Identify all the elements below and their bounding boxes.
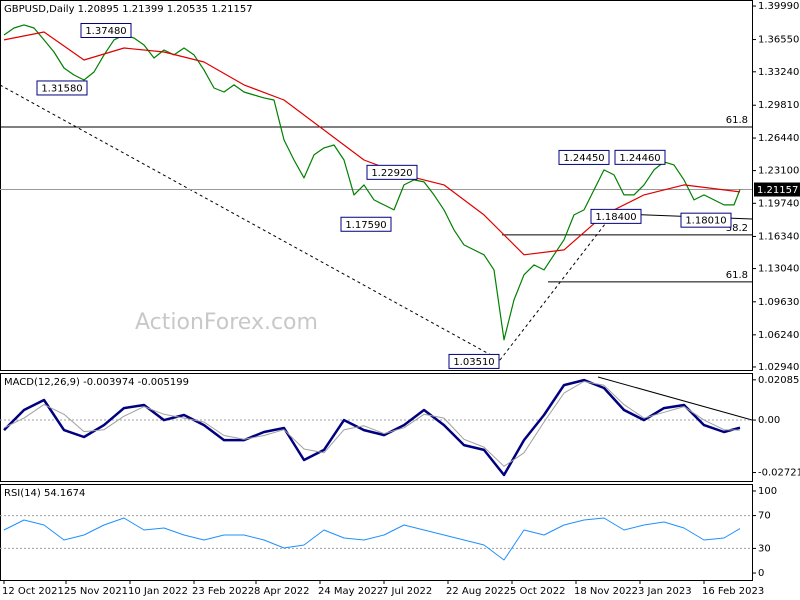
y-tick-label: 1.23100 [758,166,799,177]
y-tick-label: 1.39990 [758,1,799,12]
panel-title: GBPUSD,Daily 1.20895 1.21399 1.20535 1.2… [4,4,253,15]
y-tick-label: 0.020858 [758,375,800,386]
annotation-label: 1.24460 [619,153,660,164]
fib-label: 61.8 [726,115,748,126]
annotation-box [36,80,88,96]
annotation-label: 1.18400 [595,212,636,223]
x-tick-label: 10 Jan 2022 [128,586,188,597]
x-tick-label: 3 Jan 2023 [638,586,692,597]
y-tick-label: 1.36550 [758,35,799,46]
y-tick-label: 70 [758,511,771,522]
y-tick-label: 0 [758,568,764,579]
y-tick-label: -0.027213 [758,468,800,479]
annotation-label: 1.24450 [563,153,604,164]
panel-title: MACD(12,26,9) -0.003974 -0.005199 [4,377,189,388]
y-tick-label: 1.09630 [758,297,799,308]
y-tick-label: 1.29810 [758,100,799,111]
x-tick-label: 12 Oct 2021 [2,586,64,597]
y-tick-label: 1.16340 [758,231,799,242]
x-tick-label: 18 Nov 2022 [574,586,638,597]
y-tick-label: 1.02940 [758,362,799,373]
annotation-box [680,212,732,228]
x-tick-label: 24 May 2022 [318,586,383,597]
annotation-label: 1.22920 [371,168,412,179]
fib-label: 61.8 [726,270,748,281]
x-tick-label: 23 Feb 2022 [192,586,254,597]
trend-line [0,84,501,361]
y-tick-label: 1.06240 [758,330,799,341]
y-tick-label: 1.26440 [758,133,799,144]
x-tick-label: 22 Aug 2022 [446,586,510,597]
annotation-box [614,149,666,165]
x-tick-label: 8 Apr 2022 [254,586,309,597]
annotation-box [340,216,392,232]
x-tick-label: 16 Feb 2023 [702,586,764,597]
series-line [3,517,741,561]
fib-label: 38.2 [726,223,748,234]
x-tick-label: 25 Nov 2021 [64,586,128,597]
macd-trend-line [597,376,753,421]
panel-frame [0,0,753,371]
panel-frame [0,373,753,482]
y-tick-label: 0.00 [758,415,780,426]
panel-frame [0,484,753,581]
y-tick-label: 1.19740 [758,198,799,209]
series-line [3,378,741,477]
annotation-box [448,353,500,369]
annotation-label: 1.31580 [41,83,82,94]
watermark: ActionForex.com [135,310,318,335]
annotation-label: 1.18010 [685,216,726,227]
panel-title: RSI(14) 54.1674 [4,488,85,499]
annotation-box [80,22,132,38]
annotation-box [590,208,642,224]
last-price-label: 1.21157 [757,185,798,196]
last-price-tag [754,182,800,197]
y-tick-label: 1.33240 [758,67,799,78]
x-tick-label: 5 Oct 2022 [510,586,565,597]
x-tick-label: 7 Jul 2022 [382,586,432,597]
y-tick-label: 1.13040 [758,264,799,275]
annotation-label: 1.37480 [85,26,126,37]
trend-line [499,214,613,361]
annotation-label: 1.03510 [453,357,494,368]
annotation-label: 1.17590 [345,220,386,231]
y-tick-label: 100 [758,486,777,497]
annotation-box [366,164,418,180]
y-tick-label: 30 [758,543,771,554]
annotation-box [558,149,610,165]
series-line [3,381,741,467]
